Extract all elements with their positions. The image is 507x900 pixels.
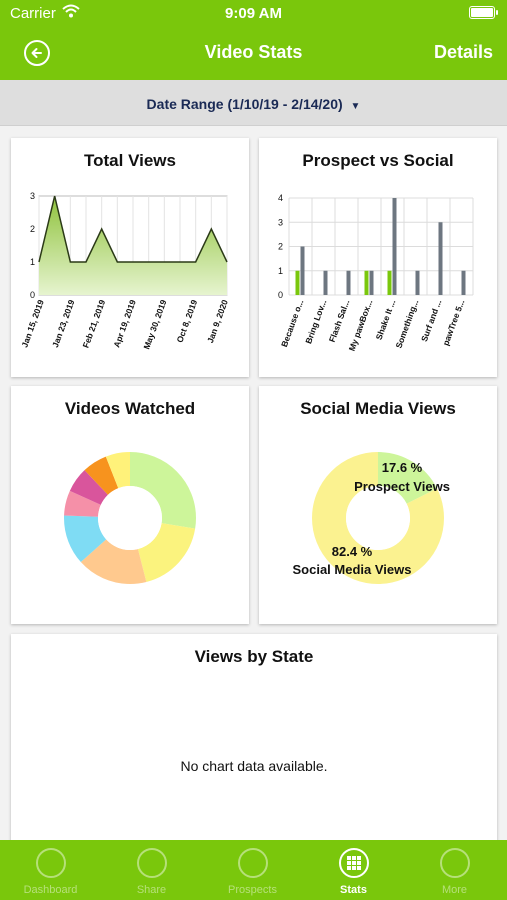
tab-more-label: More (441, 884, 468, 896)
tab-more[interactable]: More (404, 840, 505, 900)
donut-hole (346, 486, 410, 550)
total-views-chart: 0 1 2 3 Jan 15, 2019 Jan 23, 2019 Feb 21, 2019… (19, 191, 230, 351)
details-button[interactable]: Details (433, 42, 493, 62)
prospect-vs-social-chart: 0 1 2 3 4 Because o...Bring Lov...Flash Sal..… (278, 193, 474, 352)
x-tick-label: Jan 9, 2020 (205, 298, 230, 344)
x-tick-label: Flash Sal... (327, 298, 352, 343)
videos-watched-title: Videos Watched (64, 399, 196, 418)
bar (392, 198, 397, 295)
y-tick-label: 1 (30, 257, 35, 267)
no-data-message: No chart data available. (180, 758, 328, 774)
x-tick-label: Shake It ... (374, 298, 398, 341)
date-range-label[interactable]: Date Range (1/10/19 - 2/14/20) ▼ (0, 96, 507, 112)
y-tick-label: 3 (278, 217, 283, 227)
x-tick-label: Jan 15, 2019 (19, 298, 46, 349)
prospect-vs-social-card: Prospect vs Social 0 1 2 3 4 Because o... Brin… (259, 138, 497, 377)
x-tick-label: Feb 21, 2019 (81, 298, 108, 349)
x-tick-label: May 30, 2019 (141, 298, 168, 351)
x-tick-label: Apr 19, 2019 (111, 298, 138, 349)
total-views-title: Total Views (84, 151, 176, 170)
pie-slice (64, 452, 196, 584)
y-tick-label: 0 (278, 290, 283, 300)
clock: 9:09 AM (225, 5, 282, 22)
wifi-icon (62, 4, 80, 18)
bar (346, 270, 351, 295)
battery-icon (469, 6, 498, 19)
x-tick-label: Bring Lov... (303, 298, 328, 345)
y-tick-label: 2 (278, 242, 283, 252)
prospects-icon (238, 848, 268, 878)
x-tick-label: Something... (394, 298, 421, 349)
pie-slice (312, 452, 444, 584)
bar (387, 270, 392, 295)
tab-stats-label: Stats (340, 884, 367, 896)
prospect-vs-social-title: Prospect vs Social (302, 151, 454, 170)
area-fill (39, 196, 227, 295)
carrier-label: Carrier (10, 5, 56, 22)
caret-down-icon: ▼ (350, 101, 361, 112)
tab-bar: Dashboard Share Prospects Stats More (0, 840, 507, 900)
x-tick-label: Surf and ... (419, 298, 443, 343)
more-icon (440, 848, 470, 878)
x-tick-label: pawTree 5... (440, 298, 466, 347)
pie-slice (64, 452, 196, 584)
tab-dashboard-label: Dashboard (23, 884, 78, 896)
tab-share[interactable]: Share (101, 840, 202, 900)
bar (323, 270, 328, 295)
page-title: Video Stats (204, 42, 303, 62)
back-button[interactable] (24, 40, 50, 66)
videos-watched-chart (64, 452, 196, 584)
series-line (38, 195, 228, 263)
x-tick-label: My pawBox... (347, 298, 375, 352)
x-tick-label: Jan 23, 2019 (50, 298, 77, 349)
pie-slice-label: Social Media Views (293, 562, 412, 577)
pie-slice-label: Prospect Views (354, 479, 450, 494)
tab-stats[interactable]: Stats (303, 840, 404, 900)
y-tick-label: 3 (30, 191, 35, 201)
gauge-icon (36, 848, 66, 878)
views-by-state-card: Views by State No chart data available. (11, 634, 497, 846)
y-tick-label: 0 (30, 290, 35, 300)
grid-icon (339, 848, 369, 878)
videos-watched-card: Videos Watched (11, 386, 249, 624)
status-bar: Carrier 9:09 AM (0, 0, 507, 26)
social-media-views-title: Social Media Views (300, 399, 456, 418)
bar (364, 270, 369, 295)
social-media-views-card: Social Media Views 17.6 % Prospect Views 8… (259, 386, 497, 624)
pie-slice (64, 452, 196, 584)
share-icon (137, 848, 167, 878)
tab-dashboard[interactable]: Dashboard (0, 840, 101, 900)
bar (438, 222, 443, 295)
date-range-selector[interactable]: Date Range (1/10/19 - 2/14/20) ▼ (0, 80, 507, 126)
tab-share-label: Share (136, 884, 167, 896)
date-range-text: Date Range (1/10/19 - 2/14/20) (146, 96, 343, 112)
y-tick-label: 4 (278, 193, 283, 203)
social-media-views-chart: 17.6 % Prospect Views 82.4 % Social Media V… (293, 452, 450, 584)
header: Carrier 9:09 AM Video Stats Details (0, 0, 507, 80)
x-tick-label: Because o... (279, 298, 305, 348)
bar (369, 270, 374, 295)
y-tick-label: 2 (30, 224, 35, 234)
views-by-state-title: Views by State (194, 647, 314, 666)
bar (461, 270, 466, 295)
bar (300, 246, 305, 295)
tab-prospects[interactable]: Prospects (202, 840, 303, 900)
donut-hole (98, 486, 162, 550)
x-tick-label: Oct 8, 2019 (174, 298, 199, 344)
pie-percent-label: 82.4 % (332, 544, 373, 559)
pie-percent-label: 17.6 % (382, 460, 423, 475)
tab-prospects-label: Prospects (228, 884, 277, 896)
arrow-left-icon (31, 48, 42, 58)
y-tick-label: 1 (278, 266, 283, 276)
total-views-card: Total Views 0 1 2 3 Jan 15, 2019 Jan 23, 2019… (11, 138, 249, 377)
bar (295, 270, 300, 295)
bar (415, 270, 420, 295)
